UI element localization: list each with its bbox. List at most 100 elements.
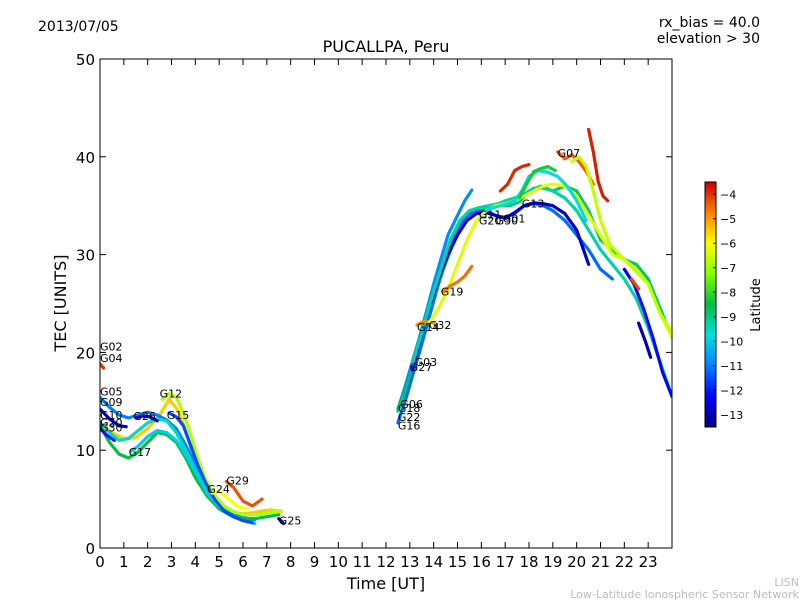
- x-tick-label: 5: [214, 553, 224, 571]
- x-tick-label: 13: [400, 553, 419, 571]
- x-tick-label: 22: [615, 553, 634, 571]
- satellite-label-g14: G14: [417, 321, 440, 334]
- series-g12: [160, 391, 283, 517]
- satellite-label-g04: G04: [100, 352, 123, 365]
- series-g03: [410, 186, 672, 398]
- x-tick-label: 20: [567, 553, 586, 571]
- series-g11: [484, 168, 588, 222]
- satellite-label-g22: G22: [398, 411, 421, 424]
- series-g25: [277, 517, 286, 526]
- satellite-label-g30: G30: [100, 422, 123, 435]
- x-tick-label: 14: [424, 553, 443, 571]
- x-tick-label: 0: [95, 553, 105, 571]
- satellite-label-g01: G01: [503, 212, 526, 225]
- satellite-label-g12: G12: [160, 387, 183, 400]
- satellite-label-g25: G25: [279, 515, 302, 528]
- colorbar-tick-label: −13: [720, 409, 743, 422]
- x-tick-label: 12: [376, 553, 395, 571]
- series-g24: [210, 489, 250, 511]
- satellite-label-g10: G10: [100, 409, 123, 422]
- satellite-label-g03: G03: [415, 356, 438, 369]
- colorbar-tick-label: −6: [720, 237, 736, 250]
- colorbar-tick-label: −11: [720, 360, 743, 373]
- x-tick-label: 11: [353, 553, 372, 571]
- satellite-label-g24: G24: [207, 483, 230, 496]
- series-g29: [224, 479, 264, 508]
- satellite-label-g13: G13: [522, 198, 545, 211]
- x-tick-label: 15: [448, 553, 467, 571]
- satellite-label-g19: G19: [441, 286, 464, 299]
- satellite-label-g32: G32: [429, 319, 452, 332]
- footer-org-long: Low-Latitude Ionospheric Sensor Network: [570, 588, 799, 600]
- satellite-label-g17: G17: [129, 446, 152, 459]
- series-g02: [100, 362, 106, 370]
- series-g26: [134, 414, 159, 423]
- colorbar-label: Latitude: [749, 278, 764, 332]
- satellite-label-g15: G15: [167, 409, 190, 422]
- satellite-label-g29: G29: [226, 474, 249, 487]
- elevation-label: elevation > 30: [657, 31, 760, 47]
- series-g30: [100, 427, 116, 442]
- satellite-label-g20: G20: [100, 417, 123, 430]
- plot-area: [100, 59, 672, 548]
- satellite-label-g02: G02: [100, 340, 123, 353]
- chart-title: PUCALLPA, Peru: [323, 37, 450, 56]
- series-g19: [441, 264, 474, 294]
- y-axis: 0 10 20 30 40 50: [76, 51, 672, 558]
- x-tick-label: 4: [191, 553, 201, 571]
- y-axis-label: TEC [UNITS]: [51, 255, 70, 353]
- x-tick-label: 10: [329, 553, 348, 571]
- satellite-labels: G02G04G05G09G10G20G30G17G26G12G15G24G29G…: [100, 147, 580, 528]
- x-tick-label: 9: [310, 553, 320, 571]
- y-tick-label: 0: [85, 540, 95, 558]
- satellite-label-g30: G30: [496, 214, 519, 227]
- x-tick-label: 3: [167, 553, 177, 571]
- series-g09: [100, 407, 128, 429]
- y-tick-label: 40: [76, 149, 95, 167]
- x-axis: 0 1 2 3 4 5 6 7 8 9 10 11 12 13 14 15 16 17 18 19 20 21 22 23: [95, 59, 658, 571]
- satellite-label-g05: G05: [100, 385, 123, 398]
- y-tick-label: 10: [76, 442, 95, 460]
- colorbar-tick-label: −7: [720, 262, 736, 275]
- series-g06: [396, 188, 474, 411]
- satellite-label-g26: G26: [133, 410, 156, 423]
- x-tick-label: 17: [496, 553, 515, 571]
- satellite-label-g20: G20: [479, 214, 502, 227]
- y-tick-label: 50: [76, 51, 95, 69]
- satellite-label-g27: G27: [410, 361, 433, 374]
- colorbar-tick-label: −5: [720, 213, 736, 226]
- x-axis-label: Time [UT]: [346, 574, 425, 593]
- x-tick-label: 1: [119, 553, 129, 571]
- colorbar: [704, 181, 717, 428]
- series-g15: [167, 411, 255, 525]
- satellite-label-g18: G18: [398, 402, 421, 415]
- satellite-label-g11: G11: [479, 208, 502, 221]
- x-tick-label: 19: [543, 553, 562, 571]
- colorbar-ticks: −4 −5 −6 −7 −8 −9 −10 −11 −12 −13: [713, 188, 743, 422]
- x-tick-label: 16: [472, 553, 491, 571]
- colorbar-tick-label: −12: [720, 384, 743, 397]
- series-g18: [586, 127, 610, 203]
- x-tick-label: 2: [143, 553, 153, 571]
- series-g13: [517, 165, 557, 200]
- date-label: 2013/07/05: [38, 19, 119, 35]
- x-tick-label: 8: [286, 553, 296, 571]
- series-g21: [570, 155, 672, 335]
- x-tick-label: 23: [639, 553, 658, 571]
- x-tick-label: 18: [519, 553, 538, 571]
- series-g28: [636, 321, 653, 359]
- footer-org-short: LISN: [774, 576, 799, 589]
- x-tick-label: 21: [591, 553, 610, 571]
- series-g08: [629, 277, 641, 291]
- satellite-label-g09: G09: [100, 396, 123, 409]
- satellite-label-g16: G16: [398, 420, 421, 433]
- rx-bias-label: rx_bias = 40.0: [659, 15, 760, 31]
- colorbar-tick-label: −8: [720, 286, 736, 299]
- satellite-label-g06: G06: [400, 398, 423, 411]
- x-tick-label: 7: [262, 553, 272, 571]
- colorbar-tick-label: −9: [720, 311, 736, 324]
- satellite-label-g07: G07: [558, 147, 581, 160]
- x-tick-label: 6: [238, 553, 248, 571]
- colorbar-tick-label: −4: [720, 188, 736, 201]
